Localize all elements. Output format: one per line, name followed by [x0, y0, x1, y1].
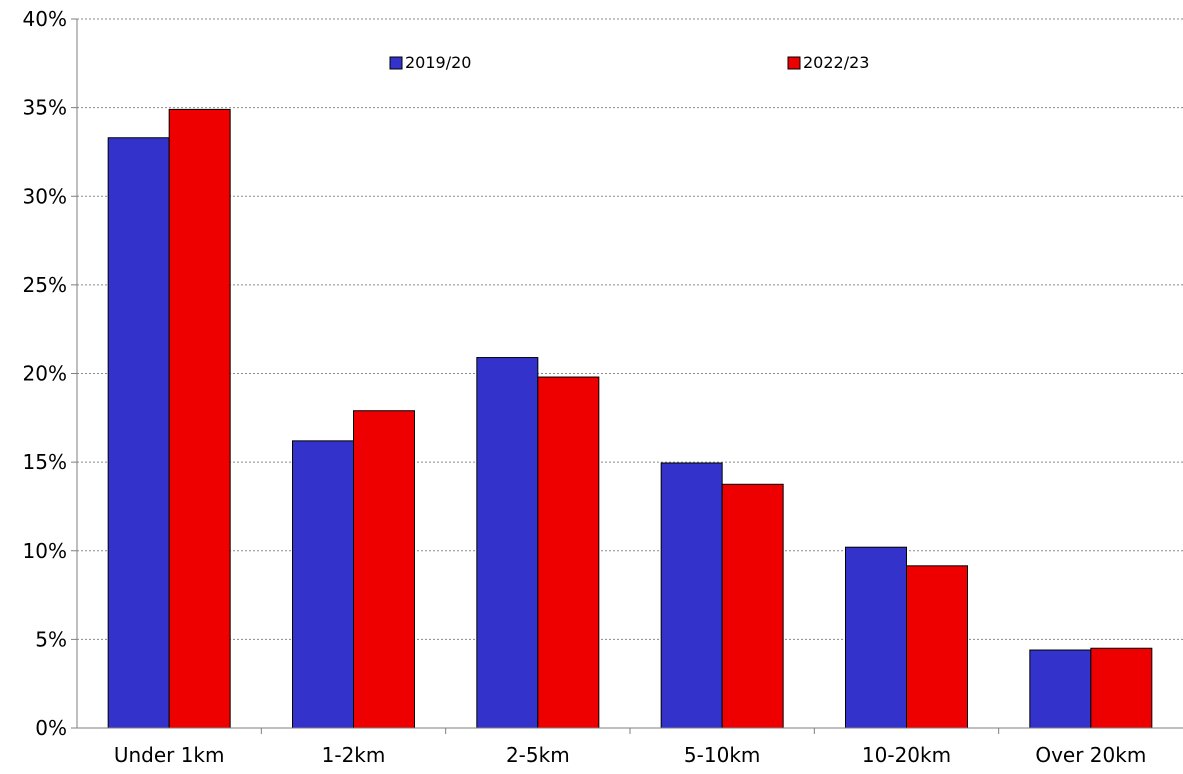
y-tick-label: 35% [23, 96, 67, 120]
y-tick-label: 0% [35, 716, 67, 740]
x-tick-label: 1-2km [322, 743, 386, 767]
x-tick-label: 2-5km [506, 743, 570, 767]
y-tick-label: 25% [23, 273, 67, 297]
legend: 2019/20 2022/23 [389, 53, 869, 72]
bar-2022-23-2 [353, 410, 415, 729]
y-tick-label: 15% [23, 450, 67, 474]
bar-2019-20-5 [845, 546, 907, 729]
y-tick-label: 5% [35, 627, 67, 651]
bar-2022-23-5 [906, 565, 968, 729]
gridlines [77, 18, 1183, 640]
bar-2022-23-4 [721, 483, 784, 729]
bar-2019-20-3 [476, 357, 539, 729]
bar-2022-23-1 [168, 108, 231, 729]
axes [71, 18, 1183, 734]
bars [107, 108, 1153, 729]
y-tick-label: 40% [23, 7, 67, 31]
x-tick-labels: Under 1km 1-2km 2-5km 5-10km 10-20km Over 20k… [114, 743, 1147, 767]
bar-2019-20-2 [292, 440, 354, 729]
x-tick-label: Over 20km [1035, 743, 1146, 767]
y-tick-label: 20% [23, 362, 67, 386]
y-tick-labels: 0% 5% 10% 15% 20% 25% 30% 35% 40% [23, 7, 67, 740]
bar-2022-23-3 [537, 376, 600, 729]
y-tick-label: 30% [23, 184, 67, 208]
y-tick-label: 10% [23, 539, 67, 563]
bar-2022-23-6 [1090, 647, 1153, 729]
legend-label: 2022/23 [803, 53, 869, 72]
legend-swatch [389, 56, 403, 70]
legend-label: 2019/20 [405, 53, 471, 72]
x-tick-label: 5-10km [684, 743, 760, 767]
bar-2019-20-4 [660, 462, 723, 729]
bar-2019-20-1 [107, 137, 170, 729]
x-tick-label: Under 1km [114, 743, 225, 767]
legend-swatch [787, 56, 801, 70]
x-tick-label: 10-20km [862, 743, 951, 767]
bar-2019-20-6 [1029, 649, 1092, 729]
